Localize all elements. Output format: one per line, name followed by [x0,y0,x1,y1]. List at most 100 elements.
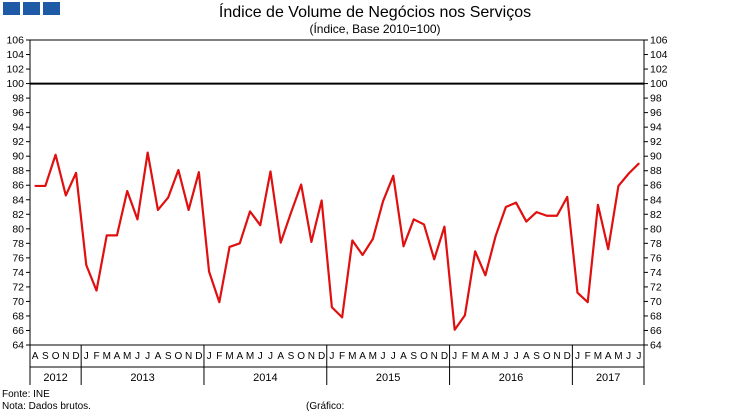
y-tick-label-right: 94 [650,122,662,134]
x-tick-label: F [93,351,99,362]
x-tick-label: O [52,351,60,362]
x-tick-label: A [155,351,162,362]
x-tick-label: J [452,351,457,362]
data-point [65,194,67,197]
x-tick-label: M [491,351,499,362]
data-point [597,204,599,206]
x-tick-label: A [605,351,612,362]
x-tick-label: O [420,351,428,362]
y-tick-label-right: 72 [650,281,662,293]
x-tick-label: J [145,351,150,362]
data-point [464,314,466,317]
data-point [177,169,180,171]
x-tick-label: M [225,351,233,362]
y-tick-label-right: 102 [650,64,668,76]
data-point [382,200,384,203]
plot-frame [29,39,645,346]
data-point [341,316,343,319]
data-point [218,301,221,303]
y-tick-label-left: 96 [12,107,24,119]
series-line [35,151,640,331]
y-tick-label-left: 92 [12,136,24,148]
data-point [392,174,395,177]
logo-square-2 [23,2,40,15]
data-point [361,254,364,256]
y-tick-label-left: 88 [12,165,24,177]
y-tick-label-right: 90 [650,151,662,163]
y-tick-label-right: 84 [650,194,662,206]
data-point [453,328,456,331]
data-point [116,234,118,237]
year-label: 2015 [376,372,400,384]
data-point [44,185,47,187]
data-point [310,241,313,243]
y-tick-label-right: 70 [650,296,662,308]
x-tick-label: J [381,351,386,362]
y-tick-label-right: 98 [650,93,662,105]
year-label: 2016 [499,372,523,384]
data-point [433,258,436,261]
x-tick-label: S [42,351,49,362]
x-tick-label: M [348,351,356,362]
data-point [249,210,251,213]
data-point [525,220,528,223]
data-point [126,190,129,192]
footer-source: Fonte: INE [2,389,50,400]
y-tick-label-left: 64 [12,340,24,352]
data-point [320,199,323,202]
x-tick-label: S [410,351,417,362]
x-tick-label: J [575,351,580,362]
data-point [638,162,640,165]
data-point [95,289,98,292]
data-point [515,201,517,204]
data-point [412,218,415,221]
y-tick-label-left: 102 [6,64,24,76]
y-tick-label-left: 78 [12,238,24,250]
data-point [198,171,200,173]
data-point [494,235,497,237]
x-tick-label: N [185,351,192,362]
y-tick-label-right: 74 [650,267,662,279]
x-tick-label: A [236,351,243,362]
x-tick-label: N [62,351,69,362]
data-point [136,218,139,221]
y-tick-label-left: 86 [12,180,24,192]
x-tick-label: M [103,351,111,362]
x-tick-label: F [339,351,345,362]
y-tick-label-right: 100 [650,78,668,90]
x-tick-label: M [123,351,131,362]
data-point [187,209,190,211]
y-tick-label-left: 66 [12,325,24,337]
x-tick-label: D [318,351,325,362]
data-point [535,211,538,213]
x-tick-label: M [614,351,622,362]
y-tick-label-left: 80 [12,223,24,235]
x-tick-label: A [359,351,366,362]
x-tick-label: O [543,351,551,362]
x-tick-label: J [135,351,140,362]
x-tick-label: N [308,351,315,362]
y-tick-label-left: 104 [6,49,24,61]
year-label: 2013 [130,372,154,384]
y-tick-label-left: 100 [6,78,24,90]
x-tick-label: J [636,351,641,362]
chart-title: Índice de Volume de Negócios nos Serviço… [218,4,532,21]
x-tick-label: A [32,351,39,362]
data-point [300,183,302,186]
data-point [167,196,169,199]
y-tick-label-right: 86 [650,180,662,192]
data-point [279,241,282,244]
x-tick-label: O [297,351,305,362]
data-point [157,209,159,211]
x-tick-label: J [329,351,334,362]
x-tick-label: S [533,351,540,362]
y-tick-label-right: 82 [650,209,662,221]
x-tick-label: J [503,351,508,362]
data-point [269,170,272,173]
y-tick-label-left: 84 [12,194,24,206]
data-point [146,151,149,154]
data-point [85,264,88,266]
data-point [259,224,262,226]
year-label: 2014 [253,372,277,384]
